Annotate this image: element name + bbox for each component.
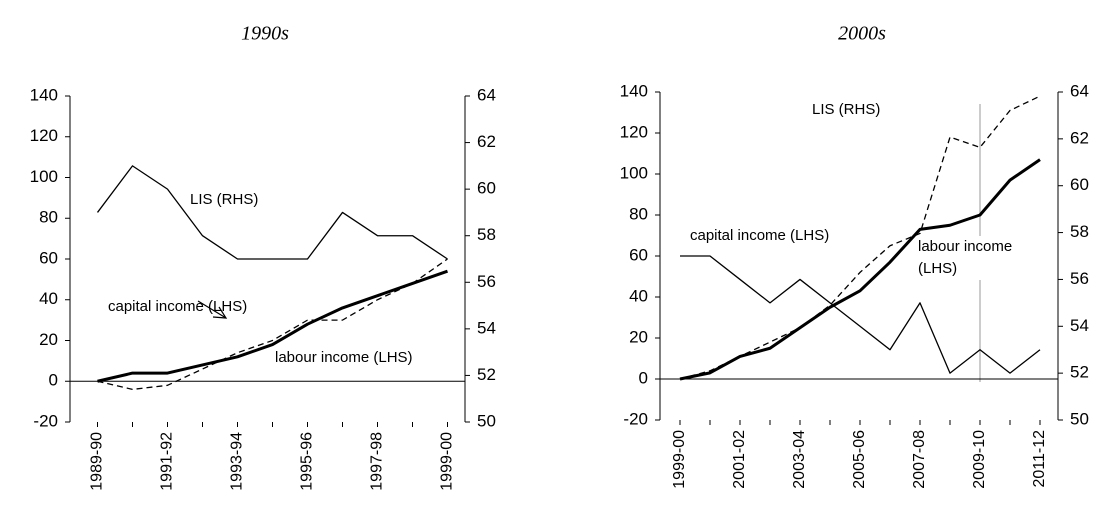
series-label: capital income (LHS) xyxy=(690,227,829,244)
y-tick-label: 120 xyxy=(620,122,648,141)
y-tick-label: 60 xyxy=(39,248,58,267)
x-tick-label: 2011-12 xyxy=(1031,430,1048,488)
y2-tick-label: 64 xyxy=(1070,81,1089,100)
y2-tick-label: 56 xyxy=(477,272,496,291)
y-tick-label: 80 xyxy=(39,208,58,227)
y2-tick-label: 50 xyxy=(477,411,496,430)
y2-tick-label: 62 xyxy=(477,132,496,151)
y-tick-label: 40 xyxy=(629,286,648,305)
y2-tick-label: 54 xyxy=(477,318,496,337)
y2-tick-label: 52 xyxy=(1070,363,1089,382)
x-tick-label: 1995-96 xyxy=(299,432,316,491)
series-line xyxy=(97,258,448,391)
x-tick-label: 1993-94 xyxy=(229,432,246,491)
chart-title: 1990s xyxy=(241,23,289,45)
y-tick-label: 100 xyxy=(620,163,648,182)
y2-tick-label: 64 xyxy=(477,85,496,104)
x-tick-label: 1991-92 xyxy=(159,432,176,491)
chart-title: 2000s xyxy=(838,23,886,45)
y-tick-label: -20 xyxy=(623,409,648,428)
x-tick-label: 2007-08 xyxy=(911,430,928,489)
y-tick-label: -20 xyxy=(33,411,58,430)
y2-tick-label: 52 xyxy=(477,365,496,384)
y-tick-label: 100 xyxy=(30,167,58,186)
series-label: labour income (LHS) xyxy=(918,236,1053,280)
y2-tick-label: 62 xyxy=(1070,128,1089,147)
x-tick-label: 2005-06 xyxy=(851,430,868,489)
arrow-head xyxy=(212,306,228,319)
series-label-box: labour income (LHS) xyxy=(918,236,1053,280)
y2-tick-label: 56 xyxy=(1070,269,1089,288)
y2-tick-label: 60 xyxy=(477,179,496,198)
series-label: capital income (LHS) xyxy=(108,298,247,315)
x-tick-label: 2001-02 xyxy=(731,430,748,489)
arrow xyxy=(197,300,227,319)
y-tick-label: 140 xyxy=(620,81,648,100)
series-label: LIS (RHS) xyxy=(812,101,880,118)
y2-tick-label: 50 xyxy=(1070,409,1089,428)
y-tick-label: 80 xyxy=(629,204,648,223)
y2-tick-label: 60 xyxy=(1070,175,1089,194)
y-tick-label: 0 xyxy=(49,371,58,390)
y-tick-label: 20 xyxy=(629,327,648,346)
series-line xyxy=(680,255,1041,374)
y2-tick-label: 54 xyxy=(1070,316,1089,335)
x-tick-label: 1997-98 xyxy=(369,432,386,491)
series-line xyxy=(97,269,448,383)
x-tick-label: 2009-10 xyxy=(971,430,988,489)
y-tick-label: 120 xyxy=(30,126,58,145)
series-line xyxy=(679,158,1041,381)
y-tick-label: 40 xyxy=(39,289,58,308)
series-label: LIS (RHS) xyxy=(190,191,258,208)
x-tick-label: 2003-04 xyxy=(791,430,808,489)
y2-tick-label: 58 xyxy=(1070,222,1089,241)
y2-tick-label: 58 xyxy=(477,225,496,244)
series-label: labour income (LHS) xyxy=(275,349,413,366)
y-tick-label: 0 xyxy=(639,368,648,387)
series-line xyxy=(96,165,448,260)
x-tick-label: 1989-90 xyxy=(89,432,106,491)
y-tick-label: 140 xyxy=(30,85,58,104)
x-tick-label: 1999-00 xyxy=(439,432,456,491)
x-tick-label: 1999-00 xyxy=(671,430,688,489)
y-tick-label: 20 xyxy=(39,330,58,349)
y-tick-label: 60 xyxy=(629,245,648,264)
